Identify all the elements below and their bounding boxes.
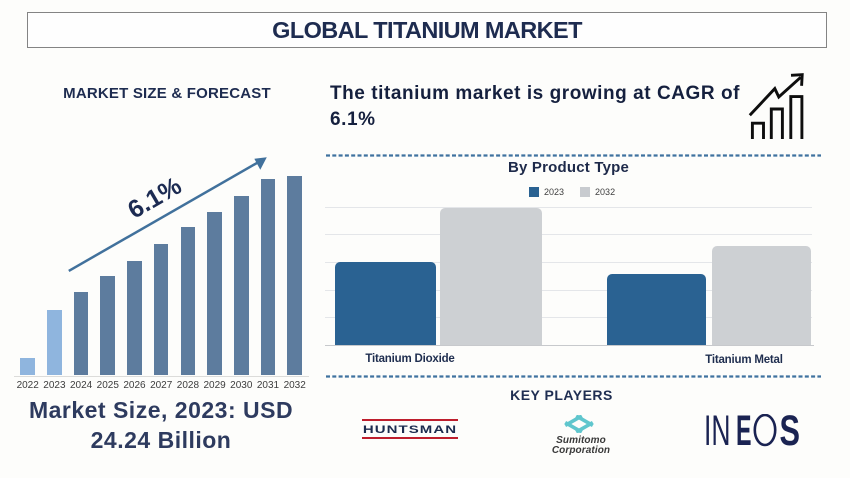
svg-text:IN: IN xyxy=(704,414,731,447)
svg-text:S: S xyxy=(779,414,800,447)
svg-text:E: E xyxy=(736,414,752,447)
